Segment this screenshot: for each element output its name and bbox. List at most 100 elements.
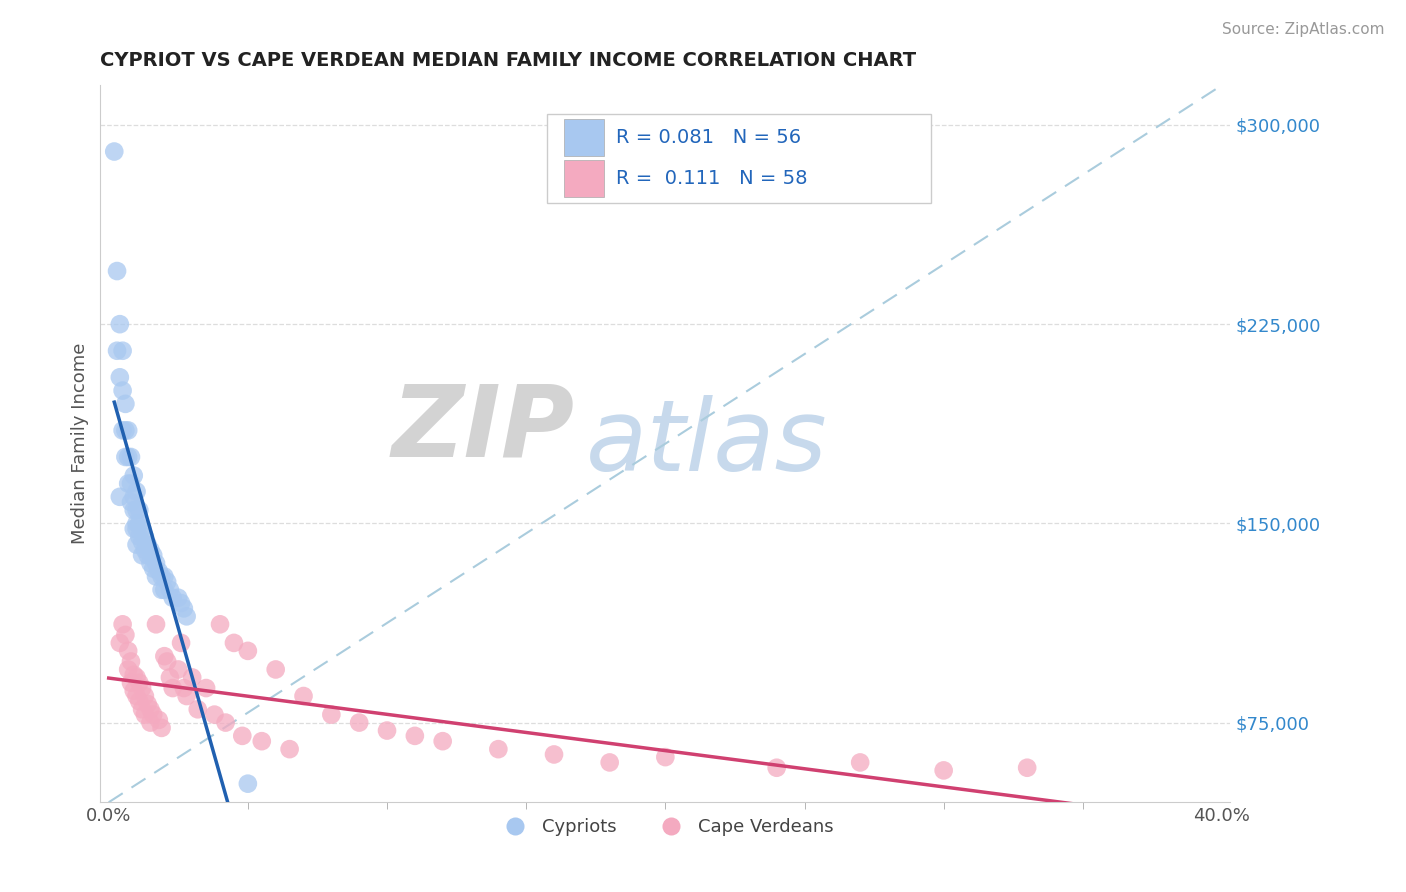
- Point: [111, 343, 134, 358]
- Point: [150, 569, 173, 583]
- Point: [111, 424, 134, 438]
- Point: [222, 636, 245, 650]
- Point: [139, 702, 162, 716]
- Point: [932, 764, 955, 778]
- Point: [148, 564, 170, 578]
- Point: [122, 667, 145, 681]
- Point: [131, 535, 153, 549]
- Legend: Cypriots, Cape Verdeans: Cypriots, Cape Verdeans: [489, 811, 841, 844]
- Point: [1017, 761, 1039, 775]
- Point: [167, 591, 190, 605]
- Point: [108, 636, 131, 650]
- Point: [117, 644, 139, 658]
- Point: [134, 689, 156, 703]
- Point: [156, 574, 179, 589]
- Point: [120, 655, 142, 669]
- Point: [111, 617, 134, 632]
- Point: [170, 636, 193, 650]
- Point: [765, 761, 787, 775]
- Point: [128, 503, 150, 517]
- Point: [153, 569, 176, 583]
- Point: [849, 756, 872, 770]
- Point: [142, 707, 165, 722]
- Text: Source: ZipAtlas.com: Source: ZipAtlas.com: [1222, 22, 1385, 37]
- Point: [105, 264, 128, 278]
- Point: [131, 548, 153, 562]
- Point: [432, 734, 454, 748]
- Text: R = 0.081   N = 56: R = 0.081 N = 56: [616, 128, 801, 147]
- Point: [114, 628, 136, 642]
- Point: [375, 723, 398, 738]
- Point: [167, 663, 190, 677]
- Point: [153, 649, 176, 664]
- Point: [236, 644, 259, 658]
- Point: [134, 530, 156, 544]
- Point: [208, 617, 231, 632]
- Point: [264, 663, 287, 677]
- Point: [122, 490, 145, 504]
- Point: [231, 729, 253, 743]
- Point: [134, 543, 156, 558]
- Point: [131, 681, 153, 695]
- Point: [159, 582, 181, 597]
- Point: [153, 582, 176, 597]
- Point: [236, 777, 259, 791]
- FancyBboxPatch shape: [564, 119, 605, 156]
- Point: [139, 715, 162, 730]
- Point: [114, 450, 136, 464]
- Point: [117, 424, 139, 438]
- Point: [187, 702, 209, 716]
- FancyBboxPatch shape: [564, 160, 605, 197]
- Text: R =  0.111   N = 58: R = 0.111 N = 58: [616, 169, 807, 188]
- Point: [108, 490, 131, 504]
- Text: atlas: atlas: [586, 395, 828, 492]
- Point: [128, 694, 150, 708]
- Point: [111, 384, 134, 398]
- Point: [125, 516, 148, 531]
- Point: [148, 713, 170, 727]
- Point: [136, 538, 159, 552]
- Point: [117, 450, 139, 464]
- Point: [117, 663, 139, 677]
- Text: ZIP: ZIP: [392, 381, 575, 478]
- Point: [599, 756, 621, 770]
- Point: [136, 548, 159, 562]
- Point: [176, 689, 198, 703]
- Point: [654, 750, 676, 764]
- Point: [122, 468, 145, 483]
- Point: [120, 675, 142, 690]
- Point: [125, 484, 148, 499]
- Point: [120, 495, 142, 509]
- Point: [214, 715, 236, 730]
- Point: [150, 721, 173, 735]
- Text: CYPRIOT VS CAPE VERDEAN MEDIAN FAMILY INCOME CORRELATION CHART: CYPRIOT VS CAPE VERDEAN MEDIAN FAMILY IN…: [100, 51, 917, 70]
- Point: [128, 530, 150, 544]
- Point: [173, 681, 195, 695]
- Point: [122, 503, 145, 517]
- Point: [142, 561, 165, 575]
- Point: [145, 569, 167, 583]
- Point: [125, 689, 148, 703]
- Point: [125, 538, 148, 552]
- Point: [173, 601, 195, 615]
- Point: [181, 670, 204, 684]
- Point: [139, 556, 162, 570]
- Point: [156, 655, 179, 669]
- Point: [142, 548, 165, 562]
- FancyBboxPatch shape: [547, 114, 931, 203]
- Point: [108, 370, 131, 384]
- Point: [250, 734, 273, 748]
- Point: [131, 702, 153, 716]
- Point: [278, 742, 301, 756]
- Point: [170, 596, 193, 610]
- Point: [162, 591, 184, 605]
- Y-axis label: Median Family Income: Median Family Income: [72, 343, 89, 544]
- Point: [486, 742, 509, 756]
- Point: [292, 689, 315, 703]
- Point: [122, 683, 145, 698]
- Point: [125, 503, 148, 517]
- Point: [136, 697, 159, 711]
- Point: [108, 317, 131, 331]
- Point: [347, 715, 370, 730]
- Point: [117, 476, 139, 491]
